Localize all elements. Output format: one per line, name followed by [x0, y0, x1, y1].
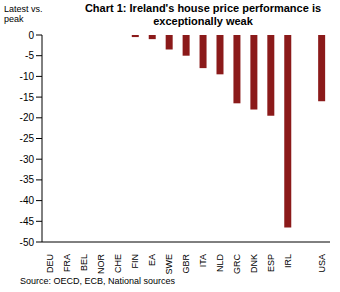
html-text:Latest vs. peak: Latest vs. peak — [4, 4, 43, 24]
svg-text:GRC: GRC — [232, 254, 242, 274]
html-text:Source: OECD, ECB, National so: Source: OECD, ECB, National sources — [20, 276, 176, 286]
svg-text:0: 0 — [28, 30, 34, 41]
svg-text:USA: USA — [317, 254, 327, 273]
svg-text:-20: -20 — [20, 112, 35, 123]
svg-text:DEU: DEU — [45, 254, 55, 273]
svg-text:-50: -50 — [20, 237, 35, 248]
html-text:Chart 1: Ireland's house price: Chart 1: Ireland's house price performan… — [84, 2, 322, 27]
svg-text:SWE: SWE — [164, 254, 174, 275]
svg-text:-30: -30 — [20, 154, 35, 165]
svg-text:NLD: NLD — [215, 254, 225, 273]
svg-text:EA: EA — [147, 254, 157, 266]
svg-text:-25: -25 — [20, 133, 35, 144]
svg-text:GBR: GBR — [181, 254, 191, 274]
svg-text:FRA: FRA — [62, 254, 72, 272]
svg-text:-15: -15 — [20, 92, 35, 103]
svg-text:ITA: ITA — [198, 254, 208, 267]
svg-text:NOR: NOR — [96, 254, 106, 275]
svg-text:DNK: DNK — [249, 254, 259, 273]
svg-text:-10: -10 — [20, 71, 35, 82]
svg-text:IRL: IRL — [283, 254, 293, 268]
svg-text:CHE: CHE — [113, 254, 123, 273]
svg-text:BEL: BEL — [79, 254, 89, 271]
svg-text:-40: -40 — [20, 195, 35, 206]
svg-text:ESP: ESP — [266, 254, 276, 272]
svg-text:FIN: FIN — [130, 254, 140, 269]
svg-text:-45: -45 — [20, 216, 35, 227]
svg-text:-5: -5 — [25, 50, 34, 61]
svg-text:-35: -35 — [20, 174, 35, 185]
